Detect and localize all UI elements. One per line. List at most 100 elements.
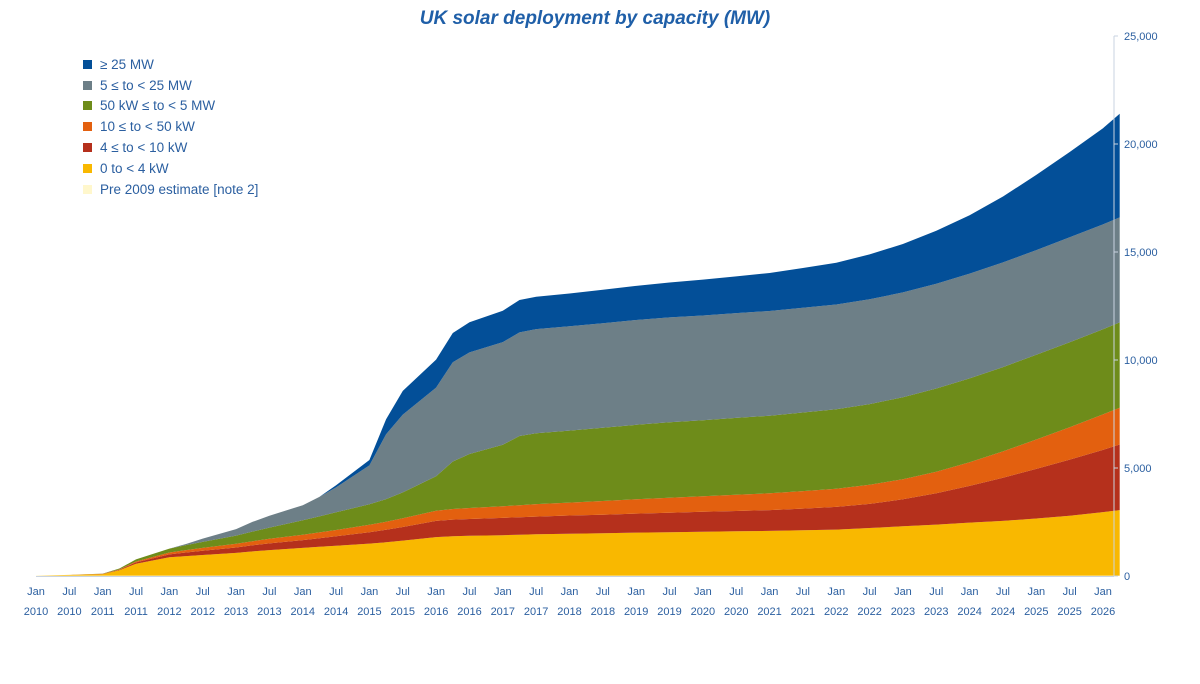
x-tick-label-year: 2023 [891,606,915,618]
x-tick-label-year: 2020 [691,606,715,618]
x-tick-label-year: 2025 [1057,606,1081,618]
legend-swatch [83,184,92,194]
x-tick-label-month: Jul [396,586,410,598]
legend-item: 4 ≤ to < 10 kW [83,137,258,158]
x-tick-label-month: Jul [62,586,76,598]
x-tick-label-month: Jul [796,586,810,598]
legend-item: 10 ≤ to < 50 kW [83,116,258,137]
x-tick-label-year: 2023 [924,606,948,618]
x-tick-label-month: Jul [1063,586,1077,598]
x-tick-label-year: 2016 [424,606,448,618]
x-tick-label-month: Jan [294,586,312,598]
legend-label: Pre 2009 estimate [note 2] [100,181,259,197]
x-tick-label-month: Jul [329,586,343,598]
x-tick-label-month: Jan [961,586,979,598]
x-tick-label-year: 2017 [524,606,548,618]
x-tick-label-month: Jul [729,586,743,598]
x-tick-label-year: 2021 [757,606,781,618]
legend-label: 0 to < 4 kW [100,160,169,176]
area-series-4 [36,322,1120,576]
x-tick-label-year: 2018 [591,606,615,618]
x-tick-label-year: 2024 [991,606,1015,618]
legend-label: 50 kW ≤ to < 5 MW [100,98,216,114]
chart-legend: ≥ 25 MW 5 ≤ to < 25 MW 50 kW ≤ to < 5 MW 10… [83,54,258,200]
x-tick-label-year: 2012 [190,606,214,618]
x-tick-label-month: Jul [663,586,677,598]
area-series-layer [36,113,1120,576]
x-tick-label-year: 2024 [957,606,981,618]
x-tick-label-month: Jan [427,586,445,598]
x-tick-label-month: Jan [561,586,579,598]
legend-item: ≥ 25 MW [83,54,258,75]
x-tick-label-month: Jan [894,586,912,598]
legend-swatch [83,101,92,111]
legend-swatch [83,143,92,153]
legend-item: Pre 2009 estimate [note 2] [83,179,258,200]
legend-swatch [83,122,92,132]
x-tick-label-year: 2020 [724,606,748,618]
y-tick-label: 5,000 [1124,463,1152,475]
area-series-5 [36,217,1120,576]
x-tick-label-month: Jul [262,586,276,598]
y-tick-label: 10,000 [1124,355,1158,367]
x-tick-label-year: 2014 [291,606,315,618]
x-tick-label-month: Jul [996,586,1010,598]
legend-label: 4 ≤ to < 10 kW [100,140,188,156]
x-tick-label-month: Jan [27,586,45,598]
x-tick-label-year: 2010 [57,606,81,618]
area-series-3 [36,407,1120,576]
x-tick-label-month: Jan [627,586,645,598]
y-tick-label: 15,000 [1124,247,1158,259]
x-tick-label-year: 2019 [657,606,681,618]
x-tick-label-month: Jul [529,586,543,598]
legend-swatch [83,59,92,69]
x-tick-label-month: Jan [227,586,245,598]
legend-label: ≥ 25 MW [100,56,154,72]
x-tick-label-month: Jul [929,586,943,598]
x-tick-label-year: 2013 [224,606,248,618]
x-tick-label-year: 2016 [457,606,481,618]
legend-label: 5 ≤ to < 25 MW [100,77,192,93]
x-tick-label-year: 2015 [391,606,415,618]
y-axis: 25,000 20,000 15,000 10,000 5,000 0 [1113,31,1158,583]
x-tick-label-month: Jan [494,586,512,598]
x-tick-label-month: Jan [161,586,179,598]
x-tick-label-month: Jan [1027,586,1045,598]
x-tick-label-year: 2025 [1024,606,1048,618]
x-tick-label-month: Jan [1094,586,1112,598]
x-tick-label-year: 2019 [624,606,648,618]
x-tick-label-year: 2022 [857,606,881,618]
area-series-1 [36,510,1120,576]
x-tick-label-year: 2011 [91,606,115,618]
x-tick-label-month: Jul [196,586,210,598]
y-tick-label: 25,000 [1124,31,1158,43]
x-tick-label-month: Jul [462,586,476,598]
legend-item: 0 to < 4 kW [83,158,258,179]
x-tick-label-month: Jul [596,586,610,598]
x-tick-label-month: Jan [761,586,779,598]
x-tick-label-year: 2010 [24,606,48,618]
x-tick-label-year: 2017 [491,606,515,618]
y-tick-label: 0 [1124,571,1130,583]
legend-swatch [83,80,92,90]
x-tick-label-month: Jan [694,586,712,598]
chart-title: UK solar deployment by capacity (MW) [419,8,771,29]
x-tick-label-year: 2026 [1091,606,1115,618]
x-tick-label-month: Jul [863,586,877,598]
x-tick-label-year: 2021 [791,606,815,618]
x-axis: Jan 2010 Jul 2010 Jan 2011 Jul 2011 Jan 2012 Jul 20… [24,576,1115,618]
x-tick-label-year: 2012 [157,606,181,618]
x-tick-label-month: Jul [129,586,143,598]
legend-swatch [83,163,92,173]
area-series-2 [36,444,1120,576]
y-tick-label: 20,000 [1124,139,1158,151]
x-tick-label-year: 2011 [124,606,148,618]
x-tick-label-year: 2015 [357,606,381,618]
x-tick-label-year: 2022 [824,606,848,618]
legend-label: 10 ≤ to < 50 kW [100,119,195,135]
x-tick-label-year: 2018 [557,606,581,618]
x-tick-label-month: Jan [827,586,845,598]
x-tick-label-year: 2013 [257,606,281,618]
x-tick-label-year: 2014 [324,606,348,618]
